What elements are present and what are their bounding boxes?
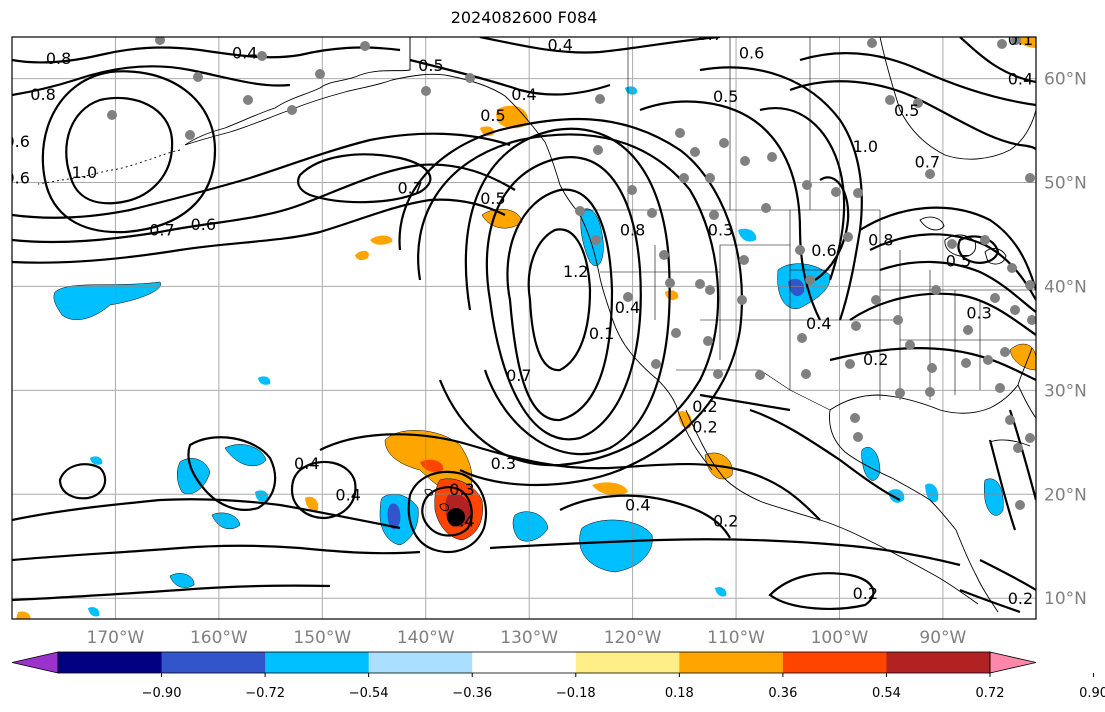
map-area: 0.80.80.60.6 1.00.7 0.60.4 0.40.70.60.50.40… [4,25,1036,619]
contour-label: 1.0 [72,163,97,182]
contour-label: 1.0 [853,137,878,156]
contour-label: 1.2 [563,262,588,281]
colorbar-tick-label: 0.54 [872,686,901,701]
lon-tick-label: 150°W [293,628,351,648]
colorbar-tick-label: 0.72 [976,686,1005,701]
lon-tick-label: 90°W [919,628,966,648]
latitude-tick-labels: 10°N 20°N 30°N 40°N 50°N 60°N [1044,70,1087,610]
contour-label: 0.4 [449,511,474,530]
colorbar-segment [679,652,784,673]
contour-label: 0.2 [853,584,878,603]
colorbar-frame [57,651,991,674]
contour-label: 0.6 [811,241,836,260]
contour-label: 0.6 [739,44,764,63]
lon-tick-label: 110°W [707,628,765,648]
colorbar-tick-label: −0.72 [245,686,285,701]
colorbar-tick-label: −0.18 [556,686,596,701]
colorbar-tick-label: 0.36 [768,686,797,701]
contour-label: 0.3 [491,454,516,473]
lat-tick-label: 10°N [1044,589,1087,609]
contour-label: 0.4 [1008,70,1033,89]
contour-label: 0.7 [397,179,422,198]
contour-label: 0.7 [506,366,531,385]
contour-labels: 0.80.80.60.6 1.00.7 0.60.4 0.40.70.60.50.40… [4,25,1033,608]
lon-tick-label: 140°W [397,628,455,648]
contour-label: 0.3 [966,303,991,322]
colorbar-tick-label: −0.54 [349,686,389,701]
colorbar-tick-label: 0.90 [1079,686,1105,701]
colorbar-segment [368,652,473,673]
contour-lines [12,37,1036,614]
colorbar-segment [58,652,163,673]
contour-label: 0.2 [863,350,888,369]
contour-label: 0.7 [149,220,174,239]
lon-tick-label: 100°W [811,628,869,648]
longitude-tick-labels: 170°W 160°W 150°W 140°W 130°W 120°W 110°W 100°W… [87,628,967,648]
lon-tick-label: 170°W [87,628,145,648]
contour-label: 0.8 [620,220,645,239]
contour-label: 0.4 [335,485,360,504]
lat-tick-label: 40°N [1044,277,1087,297]
contour-label: 0.1 [1008,30,1033,49]
contour-label: 0.5 [480,106,505,125]
contour-label: 0.4 [625,496,650,515]
contour-label: 0.3 [449,480,474,499]
colorbar-tick-label: −0.90 [142,686,182,701]
contour-label: 0.8 [30,85,55,104]
contour-label: 0.1 [589,324,614,343]
contour-label: 0.3 [708,220,733,239]
contour-label: 0.2 [713,511,738,530]
contour-label: 0.4 [806,314,831,333]
contour-label: 0.7 [915,153,940,172]
lat-tick-label: 50°N [1044,174,1087,194]
colorbar-tick-labels: −0.90 −0.72 −0.54 −0.36 −0.18 0.18 0.36 0.54 0.7… [142,673,1105,701]
plot-title: 2024082600 F084 [450,8,598,27]
contour-label: 0.2 [692,397,717,416]
colorbar-segment [472,652,577,673]
lon-tick-label: 160°W [190,628,248,648]
lat-tick-label: 30°N [1044,381,1087,401]
coastlines [37,37,1036,613]
contour-label: 0.4 [547,35,572,54]
contour-label: 0.5 [946,251,971,270]
contour-label: 0.4 [294,454,319,473]
lon-tick-label: 130°W [500,628,558,648]
colorbar-segment [161,652,266,673]
colorbar-segment [265,652,370,673]
contour-label: 0.8 [868,231,893,250]
lat-tick-label: 20°N [1044,485,1087,505]
contour-label: 0.5 [713,87,738,106]
contour-label: 0.6 [191,215,216,234]
contour-label: 0.6 [4,168,29,187]
contour-label: 0.8 [46,49,71,68]
contour-label: 0.4 [615,298,640,317]
contour-label: 0.5 [418,56,443,75]
colorbar-extend-high [989,651,1037,674]
contour-label: 0.2 [1008,589,1033,608]
contour-label: 0.4 [511,85,536,104]
contour-label: 0.4 [232,44,257,63]
lon-tick-label: 120°W [604,628,662,648]
contour-label: 0.5 [894,101,919,120]
contour-label: 0.5 [480,189,505,208]
colorbar-segment [575,652,680,673]
colorbar-tick-label: 0.18 [665,686,694,701]
colorbar-segment [886,652,991,673]
lat-tick-label: 60°N [1044,70,1087,90]
observation-stations [107,37,1036,510]
colorbar [11,651,1037,674]
colorbar-tick-label: −0.36 [452,686,492,701]
contour-label: 0.6 [4,132,29,151]
map-frame [11,36,1037,620]
colorbar-segment [782,652,887,673]
contour-label: 0.2 [692,418,717,437]
colorbar-extend-low [11,651,59,674]
contour-label: 0.7 [697,25,722,44]
anomaly-shading [16,37,1036,619]
